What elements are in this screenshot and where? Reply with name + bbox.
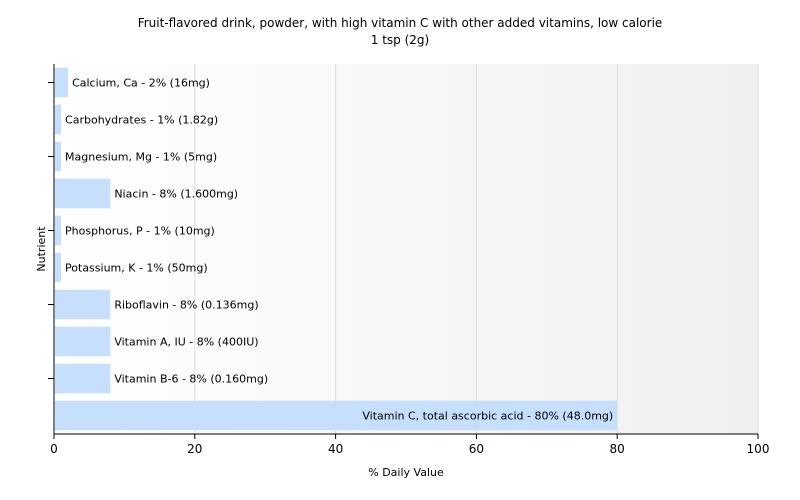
x-axis-label: % Daily Value bbox=[368, 466, 444, 479]
bar-label: Riboflavin - 8% (0.136mg) bbox=[114, 299, 258, 312]
chart-subtitle: 1 tsp (2g) bbox=[371, 33, 429, 47]
chart-title: Fruit-flavored drink, powder, with high … bbox=[138, 16, 663, 30]
axes: 0 20 40 60 80 100 bbox=[48, 64, 769, 456]
bar bbox=[55, 363, 111, 394]
x-tick-label: 60 bbox=[469, 442, 484, 456]
bar-label: Vitamin A, IU - 8% (400IU) bbox=[114, 336, 258, 349]
bar-label: Magnesium, Mg - 1% (5mg) bbox=[65, 151, 217, 164]
x-tick-label: 80 bbox=[610, 442, 625, 456]
bar bbox=[55, 67, 69, 98]
bar bbox=[55, 326, 111, 357]
bar-label: Calcium, Ca - 2% (16mg) bbox=[72, 77, 210, 90]
x-tick-label: 0 bbox=[50, 442, 58, 456]
bar-label: Vitamin C, total ascorbic acid - 80% (48… bbox=[362, 410, 613, 423]
bar-label: Phosphorus, P - 1% (10mg) bbox=[65, 225, 215, 238]
bar bbox=[55, 141, 62, 172]
plot-area bbox=[54, 64, 758, 434]
x-tick-label: 40 bbox=[328, 442, 343, 456]
x-tick-label: 20 bbox=[187, 442, 202, 456]
gridlines bbox=[194, 64, 759, 434]
bar-label: Vitamin B-6 - 8% (0.160mg) bbox=[114, 373, 268, 386]
bar bbox=[55, 289, 111, 320]
y-axis-label: Nutrient bbox=[35, 226, 48, 272]
bar bbox=[55, 252, 62, 283]
x-tick-label: 100 bbox=[747, 442, 770, 456]
bar bbox=[55, 104, 62, 135]
bar bbox=[55, 400, 618, 431]
bars: Calcium, Ca - 2% (16mg) Carbohydrates - 1… bbox=[55, 67, 618, 431]
bar bbox=[55, 178, 111, 209]
bar-label: Carbohydrates - 1% (1.82g) bbox=[65, 114, 218, 127]
bar-label: Niacin - 8% (1.600mg) bbox=[114, 188, 238, 201]
bar bbox=[55, 215, 62, 246]
bar-label: Potassium, K - 1% (50mg) bbox=[65, 262, 208, 275]
